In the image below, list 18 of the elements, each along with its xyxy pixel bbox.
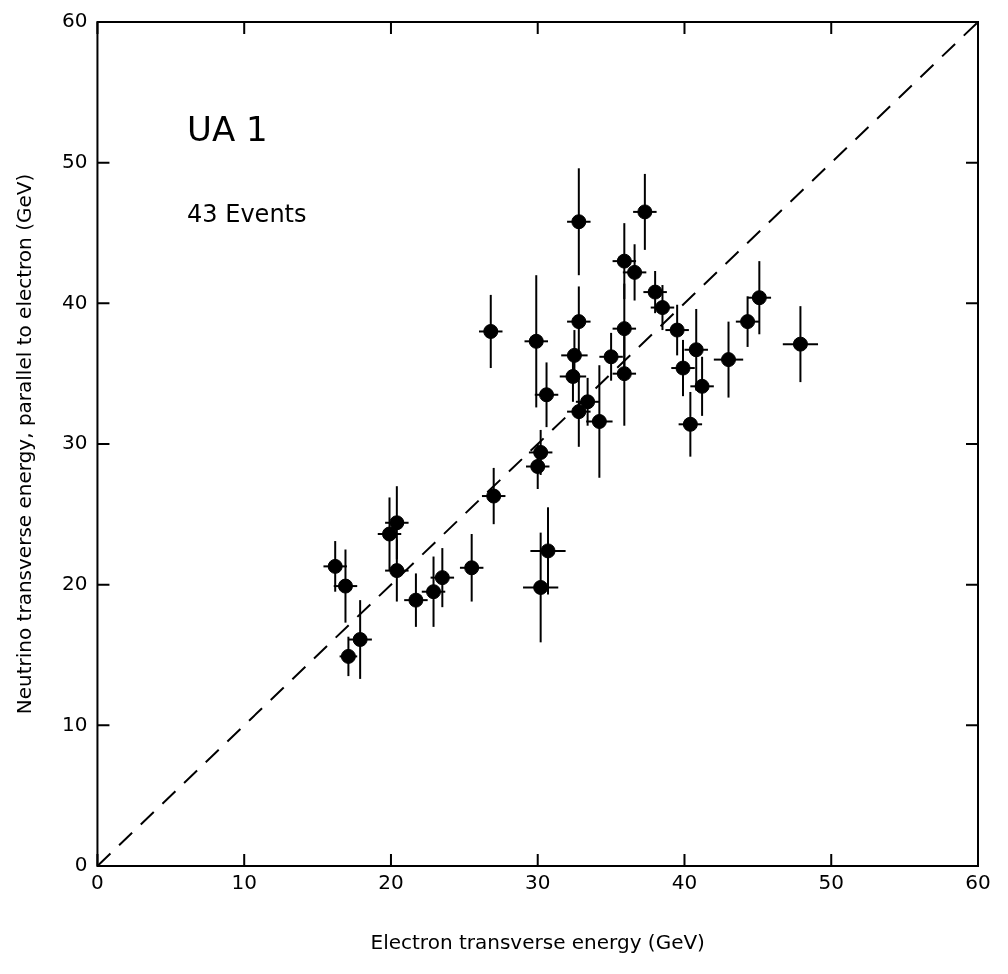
x-tick-label: 50 bbox=[818, 870, 844, 895]
y-tick-label: 20 bbox=[62, 570, 88, 595]
annotation: 43 Events bbox=[187, 200, 307, 229]
y-tick-label: 30 bbox=[62, 430, 88, 455]
y-tick-label: 50 bbox=[62, 148, 88, 173]
x-axis-title: Electron transverse energy (GeV) bbox=[370, 930, 705, 955]
x-tick-label: 40 bbox=[671, 870, 698, 895]
y-axis-title: Neutrino transverse energy, parallel to electron (GeV) bbox=[12, 173, 37, 715]
y-tick-label: 40 bbox=[62, 289, 88, 314]
x-tick-label: 0 bbox=[91, 870, 104, 895]
x-tick-label: 60 bbox=[965, 870, 991, 895]
y-tick-label: 0 bbox=[74, 852, 88, 877]
x-tick-label: 10 bbox=[231, 870, 257, 895]
y-tick-label: 60 bbox=[62, 8, 88, 33]
y-tick-label: 10 bbox=[62, 711, 88, 736]
annotation: UA 1 bbox=[187, 108, 268, 149]
x-tick-label: 30 bbox=[525, 870, 551, 895]
x-tick-label: 20 bbox=[378, 870, 404, 895]
